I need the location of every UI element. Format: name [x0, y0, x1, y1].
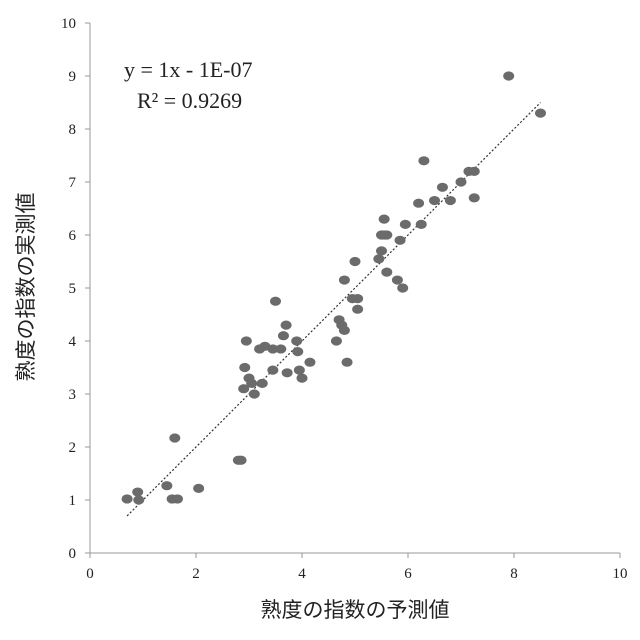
data-point — [469, 193, 480, 202]
data-point — [339, 326, 350, 335]
y-tick-label: 5 — [69, 281, 77, 297]
data-point — [456, 177, 467, 186]
data-point — [275, 344, 286, 353]
x-tick-label: 2 — [192, 566, 200, 582]
y-tick-label: 0 — [69, 546, 77, 562]
data-point — [437, 183, 448, 192]
data-point — [193, 484, 204, 493]
data-point — [342, 358, 353, 367]
data-point — [379, 215, 390, 224]
x-axis-title: 熟度の指数の予測値 — [261, 598, 450, 622]
data-point — [291, 336, 302, 345]
data-point — [249, 389, 260, 398]
r-squared-label: R² = 0.9269 — [137, 88, 242, 113]
data-point — [445, 196, 456, 205]
data-point — [352, 294, 363, 303]
data-point — [241, 336, 252, 345]
data-point — [297, 374, 308, 383]
y-axis-title: 熟度の指数の実測値 — [14, 193, 38, 382]
y-tick-label: 7 — [69, 175, 77, 191]
data-point — [373, 254, 384, 263]
y-tick-label: 1 — [69, 493, 77, 509]
data-point — [381, 230, 392, 239]
x-tick-label: 4 — [298, 566, 306, 582]
y-tick-label: 9 — [69, 69, 77, 85]
data-points — [122, 71, 546, 504]
trendline — [127, 103, 540, 516]
data-point — [236, 456, 247, 465]
data-point — [413, 199, 424, 208]
data-point — [350, 257, 361, 266]
data-point — [400, 220, 411, 229]
y-tick-label: 6 — [69, 228, 77, 244]
data-point — [376, 246, 387, 255]
x-tick-label: 6 — [404, 566, 412, 582]
data-point — [416, 220, 427, 229]
data-point — [257, 379, 268, 388]
data-point — [418, 156, 429, 165]
trendline-path — [127, 103, 540, 516]
regression-equation: y = 1x - 1E-07 — [124, 57, 253, 82]
data-point — [278, 331, 289, 340]
data-point — [294, 366, 305, 375]
data-point — [270, 297, 281, 306]
data-point — [161, 481, 172, 490]
data-point — [535, 109, 546, 118]
data-point — [267, 366, 278, 375]
x-tick-label: 10 — [613, 566, 628, 582]
data-point — [281, 321, 292, 330]
y-tick-label: 4 — [69, 334, 77, 350]
data-point — [172, 494, 183, 503]
x-tick-label: 0 — [86, 566, 94, 582]
data-point — [503, 71, 514, 80]
data-point — [429, 196, 440, 205]
data-point — [395, 236, 406, 245]
data-point — [292, 347, 303, 356]
data-point — [331, 336, 342, 345]
data-point — [122, 494, 133, 503]
data-point — [469, 167, 480, 176]
data-point — [392, 275, 403, 284]
y-tick-label: 3 — [69, 387, 77, 403]
y-tick-label: 2 — [69, 440, 77, 456]
data-point — [352, 305, 363, 314]
data-point — [239, 363, 250, 372]
x-tick-label: 8 — [510, 566, 518, 582]
data-point — [282, 368, 293, 377]
data-point — [397, 283, 408, 292]
y-tick-label: 8 — [69, 122, 77, 138]
data-point — [246, 379, 257, 388]
data-point — [339, 275, 350, 284]
y-tick-label: 10 — [61, 16, 76, 32]
data-point — [304, 358, 315, 367]
data-point — [132, 487, 143, 496]
data-point — [133, 495, 144, 504]
data-point — [169, 433, 180, 442]
data-point — [381, 268, 392, 277]
